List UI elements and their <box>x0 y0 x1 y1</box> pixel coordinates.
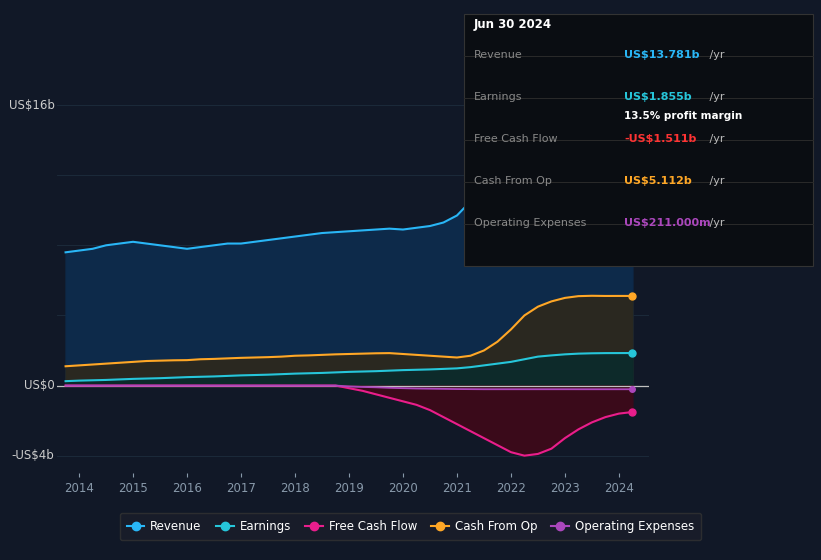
Text: /yr: /yr <box>706 218 725 228</box>
Text: /yr: /yr <box>706 50 725 60</box>
Text: /yr: /yr <box>706 134 725 144</box>
Text: US$16b: US$16b <box>9 99 54 111</box>
Text: Earnings: Earnings <box>474 92 522 102</box>
Text: -US$4b: -US$4b <box>11 449 54 462</box>
Text: Free Cash Flow: Free Cash Flow <box>474 134 557 144</box>
Text: US$13.781b: US$13.781b <box>624 50 699 60</box>
Text: 13.5% profit margin: 13.5% profit margin <box>624 111 742 121</box>
Text: US$0: US$0 <box>24 379 54 392</box>
Text: Cash From Op: Cash From Op <box>474 176 552 186</box>
Text: Jun 30 2024: Jun 30 2024 <box>474 18 552 31</box>
Text: Revenue: Revenue <box>474 50 522 60</box>
Text: US$5.112b: US$5.112b <box>624 176 692 186</box>
Text: /yr: /yr <box>706 176 725 186</box>
Text: US$211.000m: US$211.000m <box>624 218 711 228</box>
Text: -US$1.511b: -US$1.511b <box>624 134 696 144</box>
Legend: Revenue, Earnings, Free Cash Flow, Cash From Op, Operating Expenses: Revenue, Earnings, Free Cash Flow, Cash … <box>120 513 701 540</box>
Text: /yr: /yr <box>706 92 725 102</box>
Text: Operating Expenses: Operating Expenses <box>474 218 586 228</box>
Text: US$1.855b: US$1.855b <box>624 92 691 102</box>
